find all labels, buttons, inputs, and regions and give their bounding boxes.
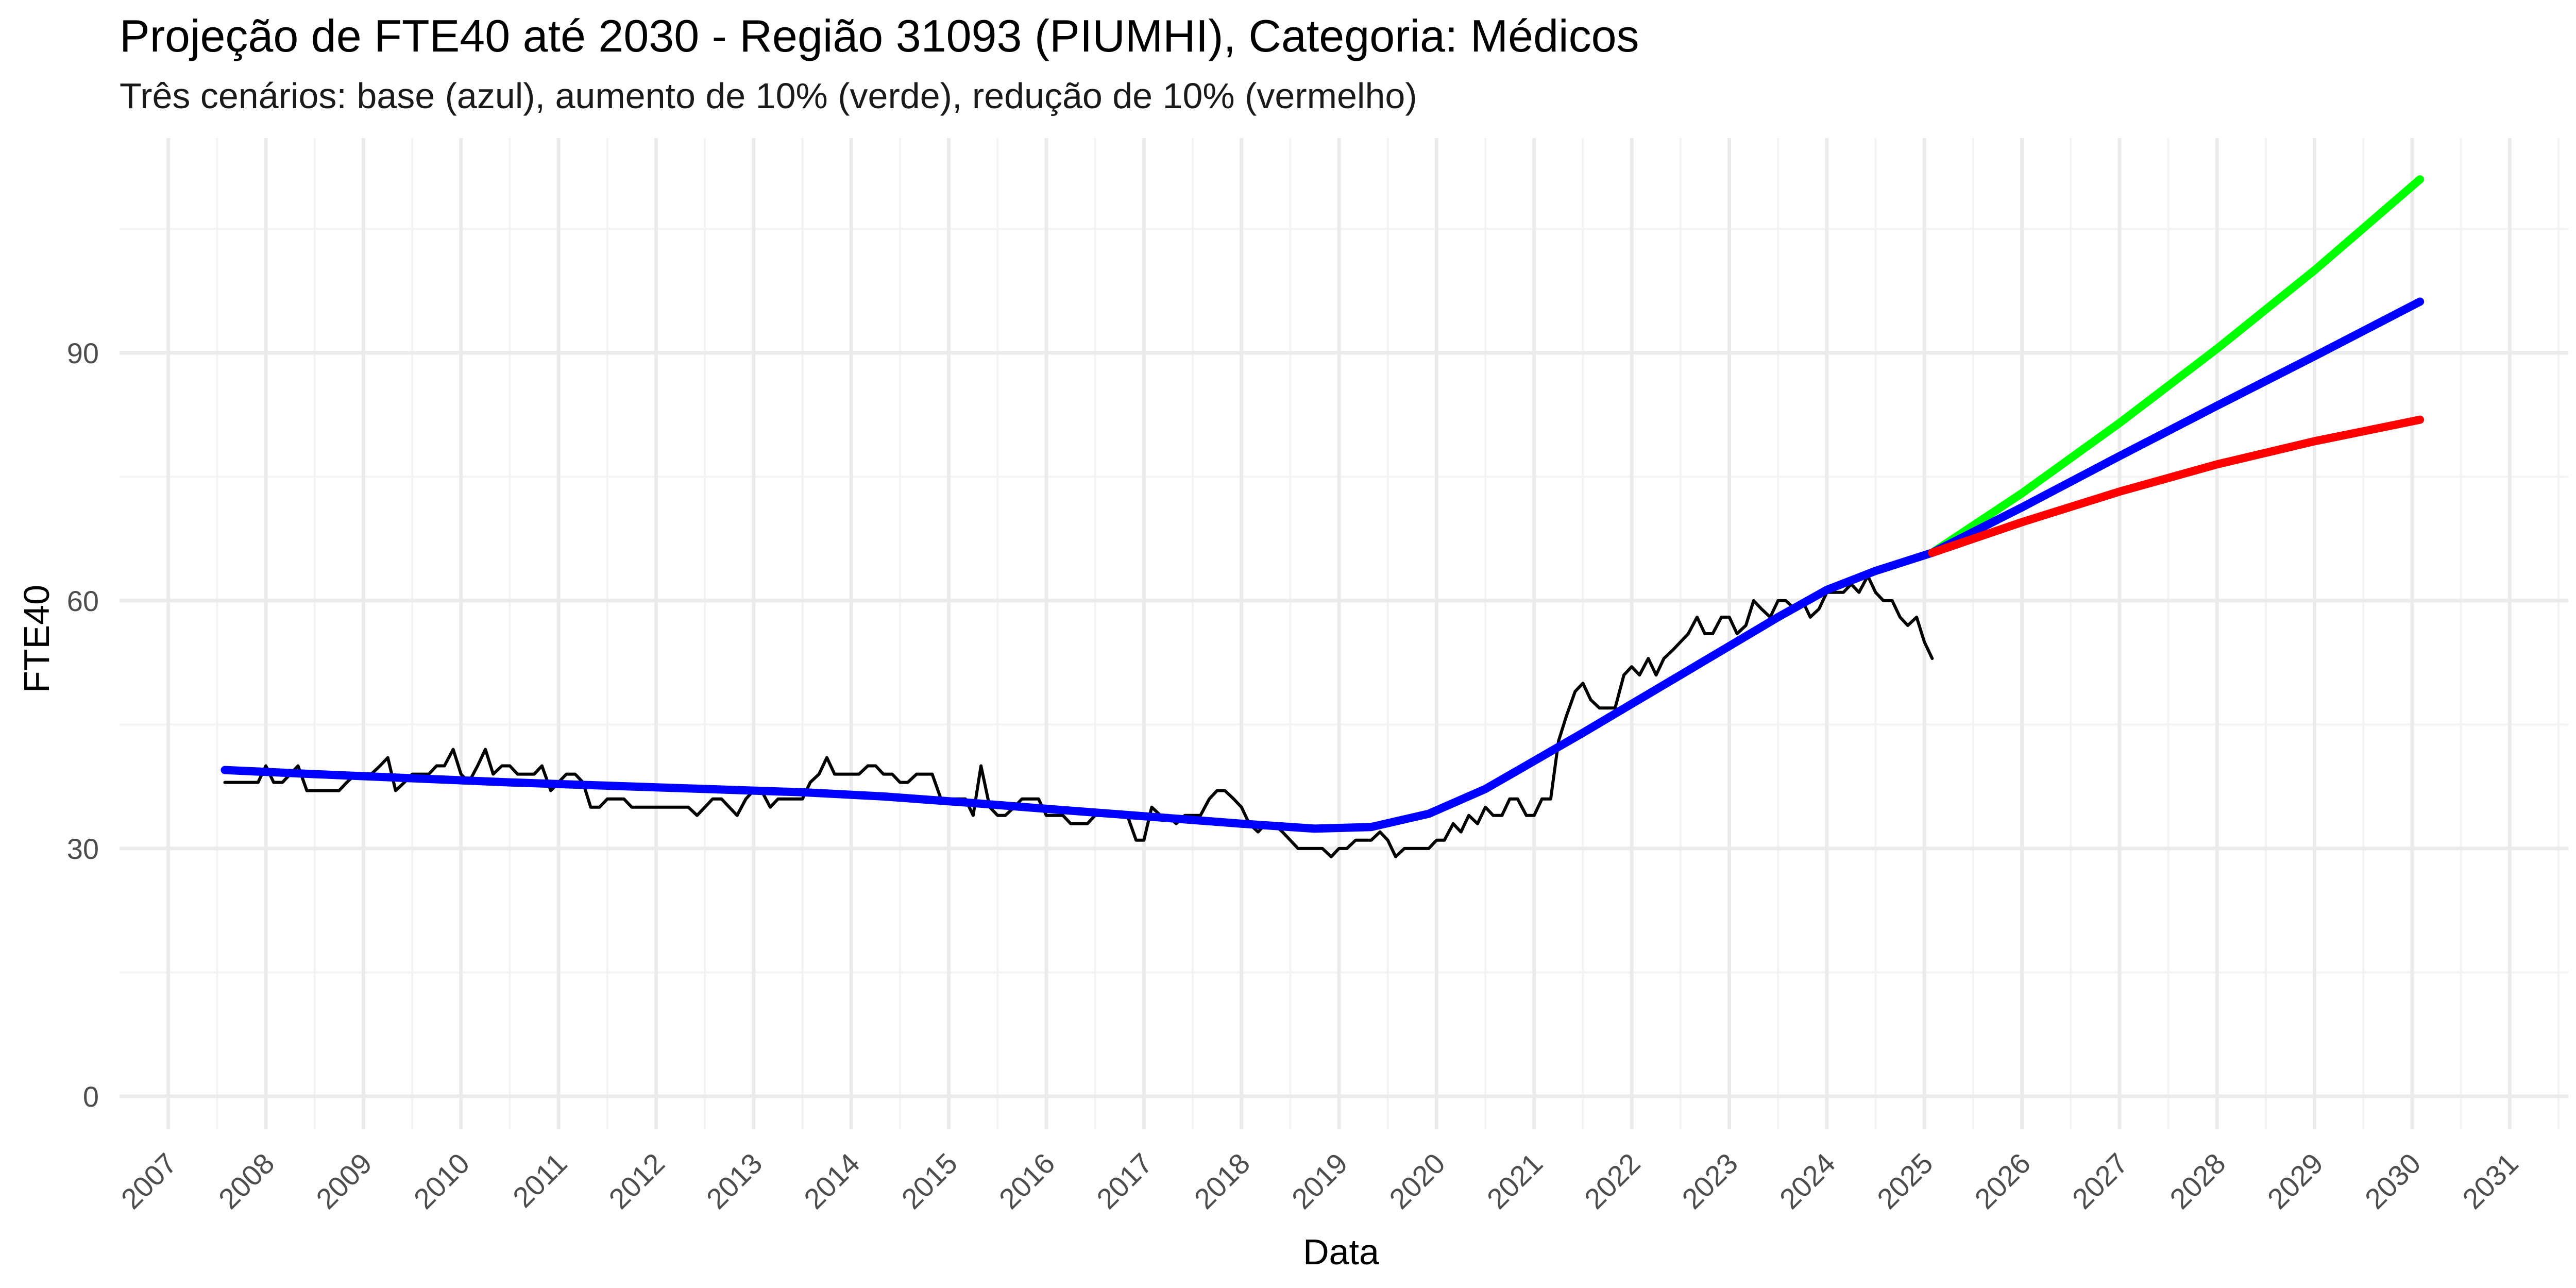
y-tick-label: 30: [67, 833, 99, 865]
y-tick-label: 0: [83, 1080, 99, 1113]
series-group: [221, 175, 2425, 858]
y-axis-label: FTE40: [16, 585, 57, 693]
x-axis-label: Data: [1303, 1232, 1379, 1272]
y-axis-ticks: 0 30 60 90: [67, 337, 99, 1113]
series-line-base: [221, 548, 1937, 833]
series-line-observed: [223, 574, 1934, 858]
series-line-decrease-10pct: [1928, 415, 2425, 557]
chart-subtitle: Três cenários: base (azul), aumento de 1…: [120, 76, 1417, 116]
grid: [120, 138, 2568, 1129]
series-line-base-projection: [1928, 297, 2425, 557]
series-line-increase-10pct: [1928, 175, 2425, 557]
chart-title: Projeção de FTE40 até 2030 - Região 3109…: [120, 10, 1639, 61]
y-tick-label: 60: [67, 585, 99, 617]
y-tick-label: 90: [67, 337, 99, 369]
